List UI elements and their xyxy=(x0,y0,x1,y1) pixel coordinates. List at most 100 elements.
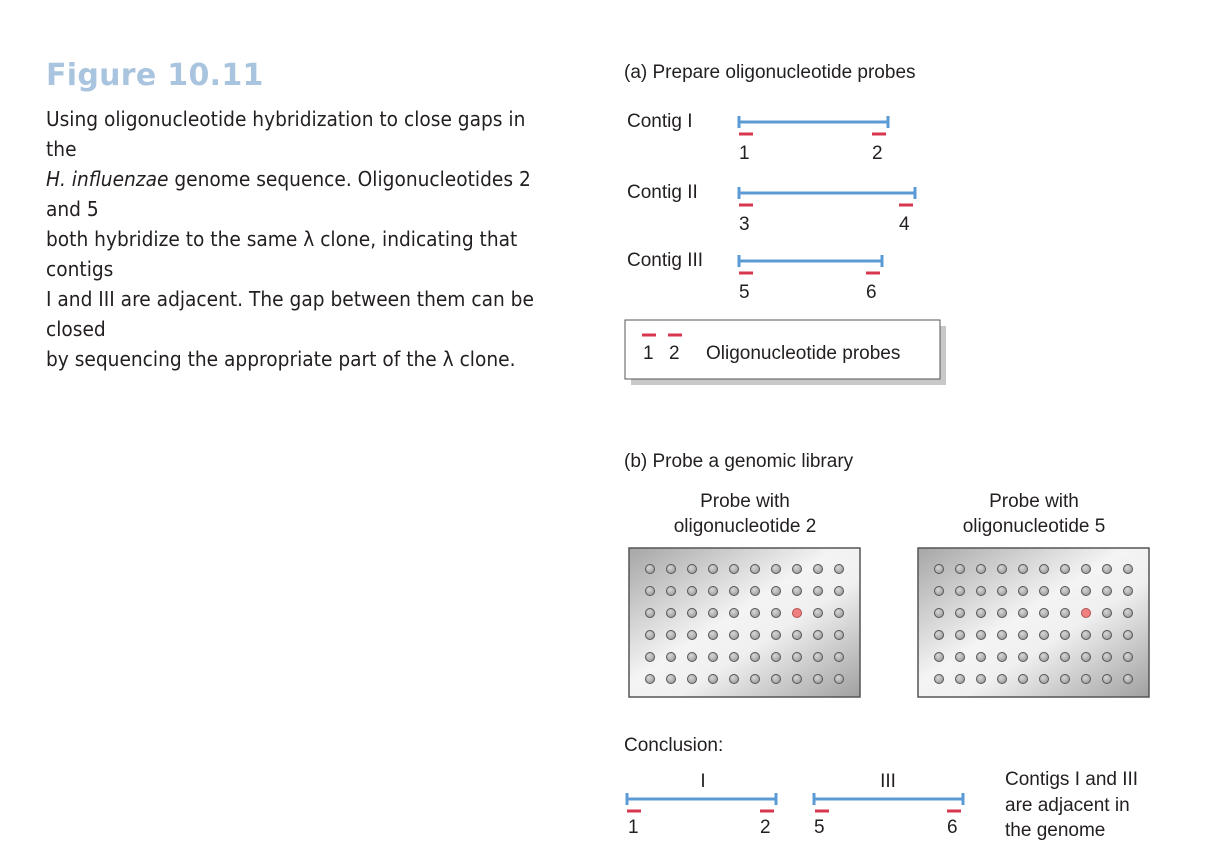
probe-label-4: 4 xyxy=(899,214,910,235)
plate-well xyxy=(976,674,986,684)
plate-wells-oligo-5 xyxy=(934,564,1133,684)
plate-well xyxy=(771,586,781,596)
plate-well xyxy=(750,586,760,596)
plate-well xyxy=(1123,652,1133,662)
caption-line-5: by sequencing the appropriate part of th… xyxy=(46,347,516,371)
plate-well xyxy=(1060,586,1070,596)
contig-1-label: Contig I xyxy=(627,111,693,132)
plate-well xyxy=(792,652,802,662)
plate-well xyxy=(1123,630,1133,640)
plate-well xyxy=(708,608,718,618)
plate-well xyxy=(997,608,1007,618)
conclusion-probe-label-5: 5 xyxy=(814,817,825,838)
plate-well xyxy=(687,630,697,640)
contig-3-label: Contig III xyxy=(627,250,704,271)
plate-well xyxy=(955,674,965,684)
plate-well xyxy=(1018,674,1028,684)
plate-well xyxy=(1039,564,1049,574)
caption-species: H. influenzae xyxy=(46,167,169,191)
plate-well xyxy=(955,652,965,662)
plate-well xyxy=(687,652,697,662)
conclusion-heading: Conclusion: xyxy=(624,735,724,756)
plate-well xyxy=(666,674,676,684)
contig-2-label: Contig II xyxy=(627,182,698,203)
plate-well xyxy=(708,586,718,596)
plate-well xyxy=(1102,586,1112,596)
plate-1-title: Probe with oligonucleotide 2 xyxy=(630,489,860,539)
conclusion-text-line-1: Contigs I and III xyxy=(1005,769,1139,790)
caption-line-1: Using oligonucleotide hybridization to c… xyxy=(46,107,526,161)
plate-well xyxy=(997,630,1007,640)
plate-well xyxy=(934,652,944,662)
plate-well xyxy=(645,608,655,618)
legend-probe-2: 2 xyxy=(669,343,680,364)
plate-well xyxy=(771,564,781,574)
probe-label-1: 1 xyxy=(739,143,750,164)
figure-title: Figure 10.11 xyxy=(46,58,264,93)
plate-well xyxy=(1102,630,1112,640)
plate-well xyxy=(834,674,844,684)
conclusion-contig-1-label: I xyxy=(700,771,706,792)
plate-well xyxy=(813,608,823,618)
plate-well xyxy=(645,652,655,662)
conclusion-contig-1-line xyxy=(625,793,778,805)
plate-well xyxy=(750,652,760,662)
plate-well xyxy=(771,608,781,618)
plate-well xyxy=(1039,630,1049,640)
plate-well xyxy=(792,586,802,596)
plate-2-title-line-1: Probe with xyxy=(989,491,1079,512)
plate-well xyxy=(708,674,718,684)
conclusion-contig-3-line xyxy=(812,793,965,805)
plate-well xyxy=(645,564,655,574)
plate-well xyxy=(792,674,802,684)
conclusion-contig-3-label: III xyxy=(880,771,896,792)
plate-well xyxy=(708,652,718,662)
plate-well xyxy=(813,652,823,662)
plate-2-title-line-2: oligonucleotide 5 xyxy=(962,516,1106,537)
plate-well xyxy=(729,608,739,618)
plate-well xyxy=(729,630,739,640)
probe-label-2: 2 xyxy=(872,143,883,164)
panel-a-heading: (a) Prepare oligonucleotide probes xyxy=(624,62,916,83)
plate-well xyxy=(1018,608,1028,618)
plate-well xyxy=(771,630,781,640)
plate-well xyxy=(687,674,697,684)
plate-well xyxy=(934,674,944,684)
plate-well xyxy=(955,586,965,596)
probe-label-3: 3 xyxy=(739,214,750,235)
positive-clone-well xyxy=(792,608,802,618)
plate-well xyxy=(976,586,986,596)
plate-well xyxy=(955,564,965,574)
plate-well xyxy=(997,674,1007,684)
plate-well xyxy=(1123,608,1133,618)
plate-well xyxy=(1102,652,1112,662)
figure-caption: Using oligonucleotide hybridization to c… xyxy=(46,104,553,374)
plate-well xyxy=(1039,586,1049,596)
plate-well xyxy=(997,652,1007,662)
plate-well xyxy=(645,674,655,684)
plate-well xyxy=(934,608,944,618)
plate-well xyxy=(813,586,823,596)
plate-well xyxy=(1018,630,1028,640)
plate-well xyxy=(1018,652,1028,662)
plate-well xyxy=(750,630,760,640)
plate-well xyxy=(750,608,760,618)
plate-well xyxy=(771,674,781,684)
plate-well xyxy=(834,608,844,618)
plate-well xyxy=(1060,630,1070,640)
plate-well xyxy=(834,586,844,596)
plate-well xyxy=(1081,586,1091,596)
conclusion-text: Contigs I and III are adjacent in the ge… xyxy=(1005,767,1138,844)
contig-3-line xyxy=(737,255,884,267)
plate-well xyxy=(1060,674,1070,684)
plate-well xyxy=(1060,652,1070,662)
plate-well xyxy=(729,564,739,574)
plate-well xyxy=(771,652,781,662)
legend-text: Oligonucleotide probes xyxy=(706,343,901,364)
plate-well xyxy=(955,608,965,618)
plate-2-title: Probe with oligonucleotide 5 xyxy=(919,489,1149,539)
plate-well xyxy=(1039,652,1049,662)
plate-well xyxy=(666,630,676,640)
plate-well xyxy=(666,652,676,662)
